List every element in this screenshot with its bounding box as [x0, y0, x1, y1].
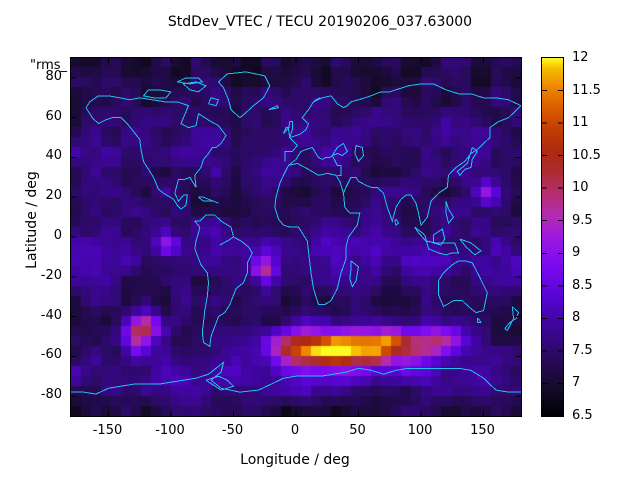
stray-rms-label-artifact: "rms_ — [30, 58, 68, 73]
colorbar-tick-label: 10 — [572, 180, 589, 196]
colorbar-gradient — [542, 58, 563, 416]
vtec-heatmap-canvas — [71, 58, 521, 416]
colorbar-tick-label: 8.5 — [572, 277, 593, 293]
y-tick-label: -20 — [40, 267, 62, 283]
colorbar-tick-label: 12 — [572, 50, 589, 65]
colorbar-tick-label: 9.5 — [572, 212, 593, 228]
y-tick-label: -40 — [40, 307, 62, 323]
y-tick-label: 80 — [45, 68, 62, 84]
x-tick-label: 50 — [349, 423, 366, 438]
colorbar-tick-label: 9 — [572, 245, 581, 261]
x-tick-label: -150 — [92, 423, 123, 438]
x-tick-label: -50 — [221, 423, 244, 438]
colorbar-tick-label: 7 — [572, 375, 581, 391]
colorbar-tick-label: 11 — [572, 115, 589, 131]
y-tick-label: 0 — [53, 228, 62, 243]
y-tick-label: -60 — [40, 347, 62, 363]
colorbar — [541, 57, 564, 417]
y-tick-label: -80 — [40, 387, 62, 403]
colorbar-tick-label: 7.5 — [572, 342, 593, 358]
colorbar-tick-label: 6.5 — [572, 408, 593, 423]
y-tick-label: 20 — [45, 188, 62, 204]
colorbar-tick-label: 8 — [572, 310, 581, 326]
page-title: StdDev_VTEC / TECU 20190206_037.63000 — [167, 14, 473, 30]
y-axis-title: Latitude / deg — [24, 171, 40, 269]
colorbar-tick-label: 11.5 — [572, 82, 601, 98]
y-tick-label: 40 — [45, 148, 62, 164]
colorbar-tick-label: 10.5 — [572, 147, 601, 163]
x-tick-label: 150 — [470, 423, 495, 438]
vtec-heatmap-plot — [70, 57, 522, 417]
x-tick-label: 100 — [407, 423, 433, 438]
x-tick-label: 0 — [290, 423, 300, 438]
x-tick-label: -100 — [155, 423, 185, 438]
y-tick-label: 60 — [45, 108, 62, 124]
x-axis-title: Longitude / deg — [240, 452, 350, 468]
